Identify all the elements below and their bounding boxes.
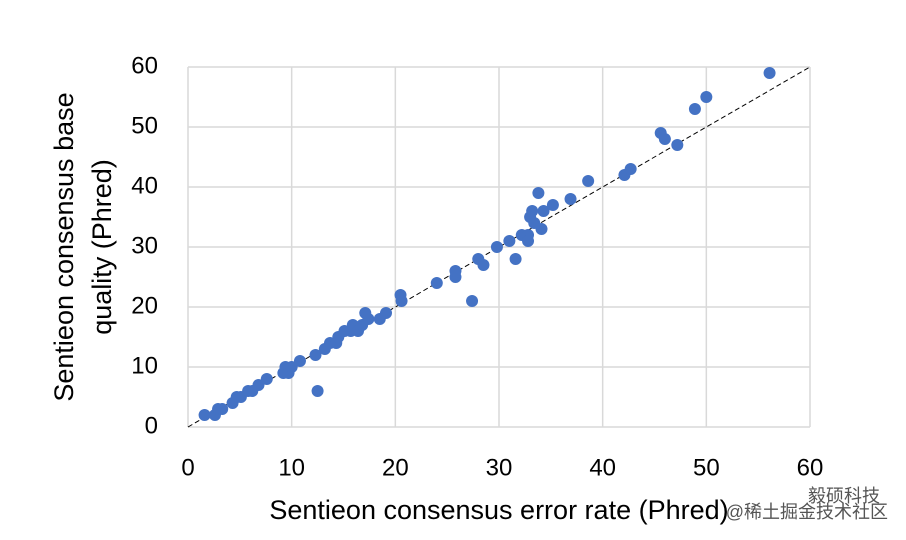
point bbox=[688, 103, 701, 115]
y-tick-label: 30 bbox=[131, 232, 158, 259]
x-tick-label: 50 bbox=[693, 454, 720, 481]
point bbox=[216, 403, 229, 415]
y-axis-title: quality (Phred) bbox=[87, 159, 117, 335]
point bbox=[309, 349, 322, 361]
point bbox=[198, 409, 211, 421]
point bbox=[260, 373, 273, 385]
x-tick-label: 40 bbox=[589, 454, 616, 481]
point bbox=[763, 67, 776, 79]
point bbox=[564, 193, 577, 205]
point bbox=[285, 361, 298, 373]
point bbox=[509, 253, 522, 265]
point bbox=[252, 379, 265, 391]
x-tick-label: 30 bbox=[486, 454, 513, 481]
y-tick-label: 10 bbox=[131, 352, 158, 379]
point bbox=[700, 91, 713, 103]
point bbox=[311, 385, 324, 397]
point bbox=[503, 235, 516, 247]
point bbox=[362, 313, 375, 325]
point bbox=[526, 205, 539, 217]
x-tick-label: 0 bbox=[181, 454, 194, 481]
point bbox=[671, 139, 684, 151]
x-tick-label: 60 bbox=[797, 454, 824, 481]
y-tick-label: 40 bbox=[131, 172, 158, 199]
point bbox=[532, 187, 545, 199]
x-tick-label: 10 bbox=[278, 454, 305, 481]
point bbox=[430, 277, 443, 289]
point bbox=[522, 235, 535, 247]
watermark: @稀土掘金技术社区 bbox=[726, 502, 888, 522]
watermark: 毅硕科技 bbox=[808, 486, 880, 506]
y-tick-label: 60 bbox=[131, 52, 158, 79]
point bbox=[477, 259, 490, 271]
y-tick-label: 20 bbox=[131, 292, 158, 319]
point bbox=[490, 241, 503, 253]
point bbox=[537, 205, 550, 217]
point bbox=[395, 295, 408, 307]
y-axis-title: Sentieon consensus base bbox=[49, 92, 79, 401]
y-tick-label: 0 bbox=[145, 412, 158, 439]
point bbox=[535, 223, 548, 235]
point bbox=[582, 175, 595, 187]
point bbox=[546, 199, 559, 211]
point bbox=[293, 355, 306, 367]
point bbox=[449, 265, 462, 277]
y-tick-label: 50 bbox=[131, 112, 158, 139]
point bbox=[380, 307, 393, 319]
x-axis-title: Sentieon consensus error rate (Phred) bbox=[269, 495, 728, 525]
point bbox=[658, 133, 671, 145]
point bbox=[624, 163, 637, 175]
x-tick-label: 20 bbox=[382, 454, 409, 481]
point bbox=[466, 295, 479, 307]
